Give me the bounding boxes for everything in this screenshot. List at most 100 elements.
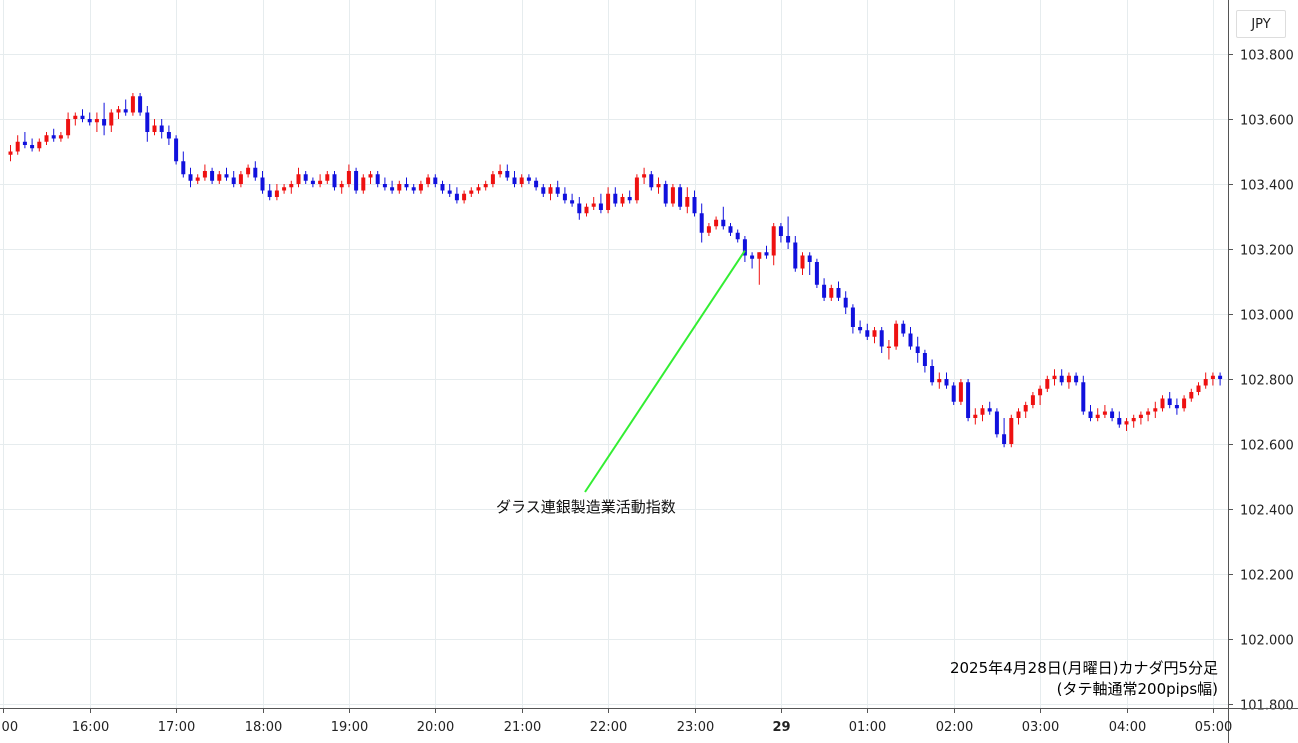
candle — [382, 177, 387, 191]
candle — [548, 184, 553, 201]
candle-body — [1174, 405, 1179, 409]
candle — [742, 236, 747, 262]
y-tick-label: 102.400 — [1240, 504, 1294, 519]
candle — [872, 327, 877, 344]
candle — [94, 112, 99, 132]
candle — [454, 187, 459, 204]
candle — [80, 109, 85, 123]
candle — [627, 190, 632, 204]
candle — [793, 236, 798, 272]
candle — [526, 174, 531, 184]
candle — [670, 184, 675, 207]
candle-body — [397, 184, 402, 191]
candle — [1102, 405, 1107, 418]
candle-body — [915, 346, 920, 353]
candle-body — [490, 174, 495, 184]
candle — [30, 138, 35, 152]
y-tick-label: 103.400 — [1240, 179, 1294, 194]
candle-body — [354, 171, 359, 191]
candle — [274, 184, 279, 201]
candle — [937, 372, 942, 389]
candle — [908, 327, 913, 350]
candle-body — [793, 242, 798, 269]
candle — [642, 167, 647, 184]
candle-body — [1009, 418, 1014, 444]
candle-body — [850, 307, 855, 327]
candle-body — [382, 184, 387, 188]
candle-body — [526, 177, 531, 181]
candle-body — [606, 193, 611, 210]
candle — [1066, 372, 1071, 389]
y-tick-label: 103.600 — [1240, 114, 1294, 129]
candle-body — [1210, 375, 1215, 379]
candle-body — [418, 184, 423, 191]
candle-body — [577, 203, 582, 214]
y-tick-label: 103.800 — [1240, 49, 1294, 64]
candle-body — [246, 167, 251, 175]
candle — [476, 184, 481, 194]
candle-body — [195, 177, 200, 181]
candle — [224, 167, 229, 181]
currency-badge[interactable]: JPY — [1236, 10, 1286, 38]
candle-body — [433, 177, 438, 184]
candle-body — [627, 197, 632, 201]
candle-body — [706, 226, 711, 233]
candle — [865, 323, 870, 340]
candle — [1167, 392, 1172, 409]
candle — [368, 171, 373, 184]
candle-body — [699, 213, 704, 233]
candle — [267, 184, 272, 201]
y-tick-label: 102.600 — [1240, 439, 1294, 454]
candle — [404, 177, 409, 191]
candle — [1160, 395, 1165, 412]
candle-body — [735, 232, 740, 240]
candle-body — [901, 323, 906, 334]
x-tick-label: 23:00 — [677, 720, 714, 735]
candle — [541, 184, 546, 197]
candle-body — [174, 138, 179, 162]
candle — [922, 349, 927, 373]
candle — [879, 327, 884, 353]
candle-body — [1066, 375, 1071, 383]
candle — [1095, 408, 1100, 422]
candle — [656, 177, 661, 194]
candle — [109, 109, 114, 132]
candle — [253, 161, 258, 181]
candle — [663, 180, 668, 207]
candle-body — [1059, 375, 1064, 383]
candle-body — [66, 119, 71, 136]
candle-body — [260, 177, 265, 191]
candle-body — [937, 379, 942, 383]
candle — [598, 193, 603, 214]
candle-body — [922, 353, 927, 366]
candle — [814, 258, 819, 288]
y-axis: 103.800 103.600 103.400 103.200 103.000 102.8… — [1228, 0, 1294, 743]
candle-body — [865, 330, 870, 337]
candle-body — [1189, 392, 1194, 399]
candle — [519, 174, 524, 188]
candle-body — [836, 288, 841, 298]
candle-body — [742, 239, 747, 256]
candle-body — [166, 132, 171, 139]
candle — [202, 164, 207, 181]
candle-body — [1182, 398, 1187, 409]
candle — [634, 174, 639, 204]
candle — [325, 171, 330, 184]
candle-body — [750, 255, 755, 259]
candle-body — [562, 193, 567, 201]
candle-body — [58, 135, 63, 139]
candle — [606, 187, 611, 214]
candle — [1088, 405, 1093, 422]
candle — [440, 180, 445, 194]
candle-body — [714, 219, 719, 227]
candle — [1124, 418, 1129, 431]
y-tick-label: 103.200 — [1240, 244, 1294, 259]
candle — [339, 180, 344, 194]
candle-body — [339, 184, 344, 188]
candle-body — [462, 193, 467, 201]
candle — [1182, 395, 1187, 412]
candle — [721, 206, 726, 230]
candle-body — [303, 174, 308, 181]
candle — [757, 252, 762, 285]
candle — [361, 174, 366, 194]
